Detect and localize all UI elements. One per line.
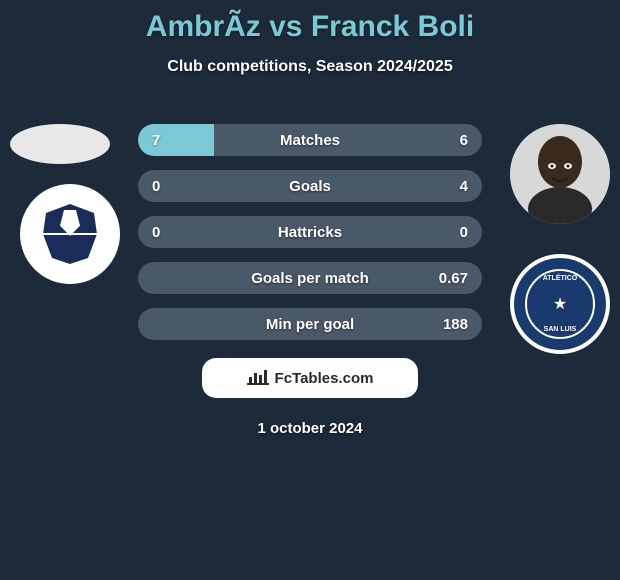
stat-bars: 7 Matches 6 0 Goals 4 0 Hattricks 0 Goal…	[138, 124, 482, 340]
player-left-club-badge	[20, 184, 120, 284]
club-right-name-top: ATLÉTICO	[543, 275, 577, 282]
stat-label: Goals	[289, 178, 331, 195]
stat-label: Matches	[280, 132, 340, 149]
club-right-name-bottom: SAN LUIS	[544, 326, 577, 333]
player-left-avatar	[10, 124, 110, 164]
stat-label: Hattricks	[278, 224, 342, 241]
stat-label: Min per goal	[266, 316, 354, 333]
stat-row-goals: 0 Goals 4	[138, 170, 482, 202]
stat-value-right: 0	[460, 224, 468, 241]
stats-area: ATLÉTICO ★ SAN LUIS 7 Matches 6 0 Goals …	[0, 124, 620, 437]
stat-value-left: 7	[152, 132, 160, 149]
stat-row-mpg: Min per goal 188	[138, 308, 482, 340]
stat-value-right: 4	[460, 178, 468, 195]
footer-date: 1 october 2024	[0, 420, 620, 437]
stat-value-left: 0	[152, 224, 160, 241]
subtitle: Club competitions, Season 2024/2025	[0, 58, 620, 76]
stat-value-right: 188	[443, 316, 468, 333]
stat-row-matches: 7 Matches 6	[138, 124, 482, 156]
chart-icon	[247, 369, 269, 387]
player-right-avatar	[510, 124, 610, 224]
footer-brand-text: FcTables.com	[275, 370, 374, 387]
player-right-club-badge: ATLÉTICO ★ SAN LUIS	[510, 254, 610, 354]
page-title: AmbrÃz vs Franck Boli	[0, 0, 620, 44]
bar-fill-left	[138, 124, 214, 156]
stat-row-gpm: Goals per match 0.67	[138, 262, 482, 294]
stat-value-left: 0	[152, 178, 160, 195]
stat-value-right: 0.67	[439, 270, 468, 287]
stat-label: Goals per match	[251, 270, 369, 287]
stat-value-right: 6	[460, 132, 468, 149]
stat-row-hattricks: 0 Hattricks 0	[138, 216, 482, 248]
footer-brand-box: FcTables.com	[202, 358, 418, 398]
